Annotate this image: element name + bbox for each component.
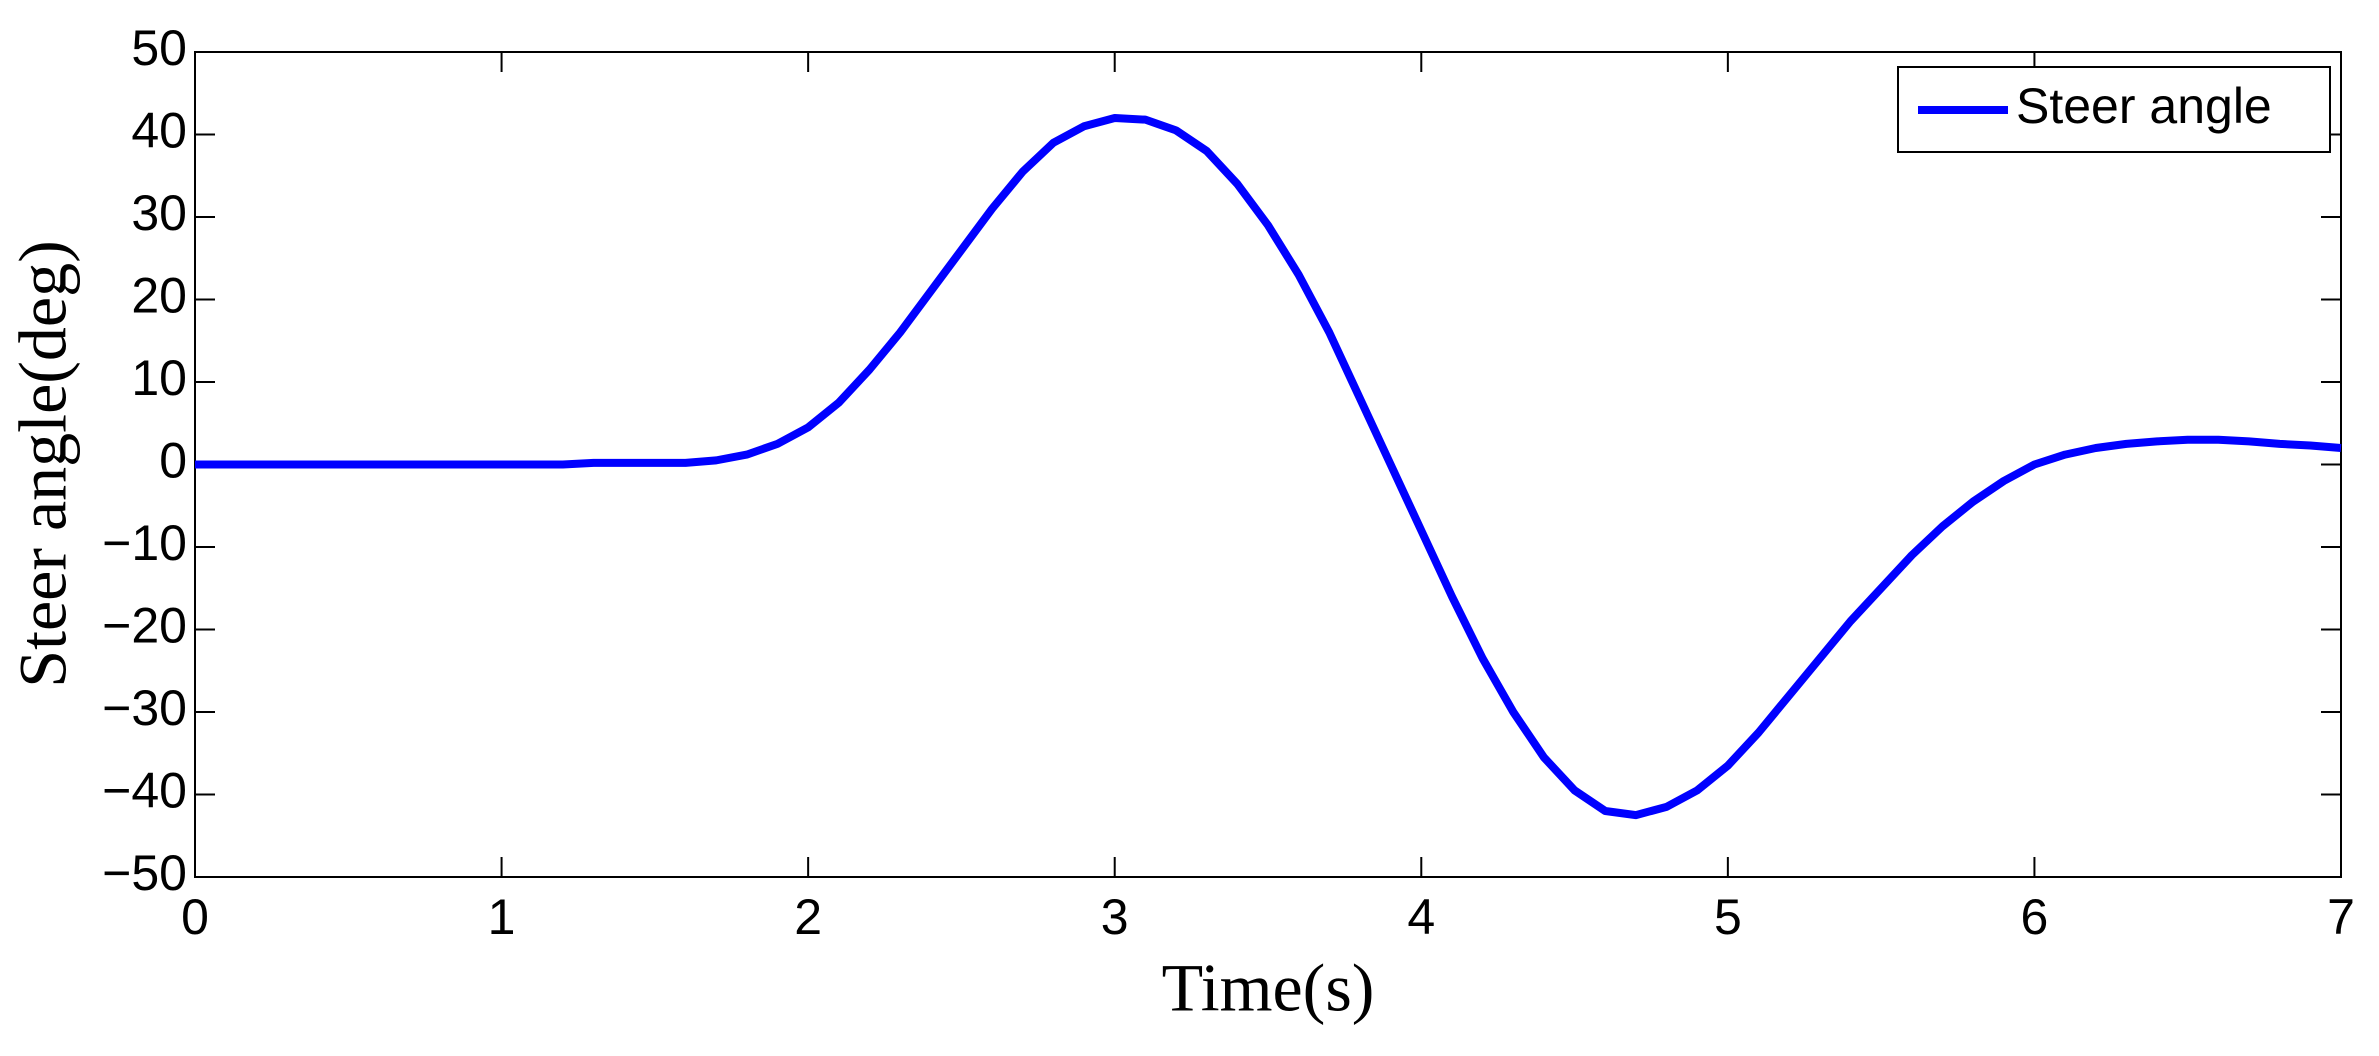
y-tick-label: −40 bbox=[102, 763, 187, 819]
y-tick-label: 10 bbox=[131, 350, 187, 406]
x-tick-label: 5 bbox=[1714, 889, 1742, 945]
data-line bbox=[195, 114, 2342, 820]
y-tick-label: 50 bbox=[131, 20, 187, 76]
x-tick-label: 6 bbox=[2021, 889, 2049, 945]
y-tick-label: 20 bbox=[131, 268, 187, 324]
y-tick-label: 40 bbox=[131, 103, 187, 159]
y-tick-label: 0 bbox=[159, 433, 187, 489]
x-tick-label: 1 bbox=[488, 889, 516, 945]
y-tick-label: −20 bbox=[102, 598, 187, 654]
x-tick-label: 0 bbox=[181, 889, 209, 945]
x-axis-label: Time(s) bbox=[1162, 950, 1375, 1026]
x-tick-label: 7 bbox=[2327, 889, 2355, 945]
x-tick-label: 2 bbox=[794, 889, 822, 945]
y-tick-label: −10 bbox=[102, 515, 187, 571]
y-tick-label: −50 bbox=[102, 845, 187, 901]
legend-label: Steer angle bbox=[2016, 78, 2272, 134]
y-axis-label: Steer angle(deg) bbox=[5, 240, 81, 687]
x-tick-label: 3 bbox=[1101, 889, 1129, 945]
y-tick-label: 30 bbox=[131, 185, 187, 241]
x-tick-label: 4 bbox=[1407, 889, 1435, 945]
y-tick-label: −30 bbox=[102, 680, 187, 736]
